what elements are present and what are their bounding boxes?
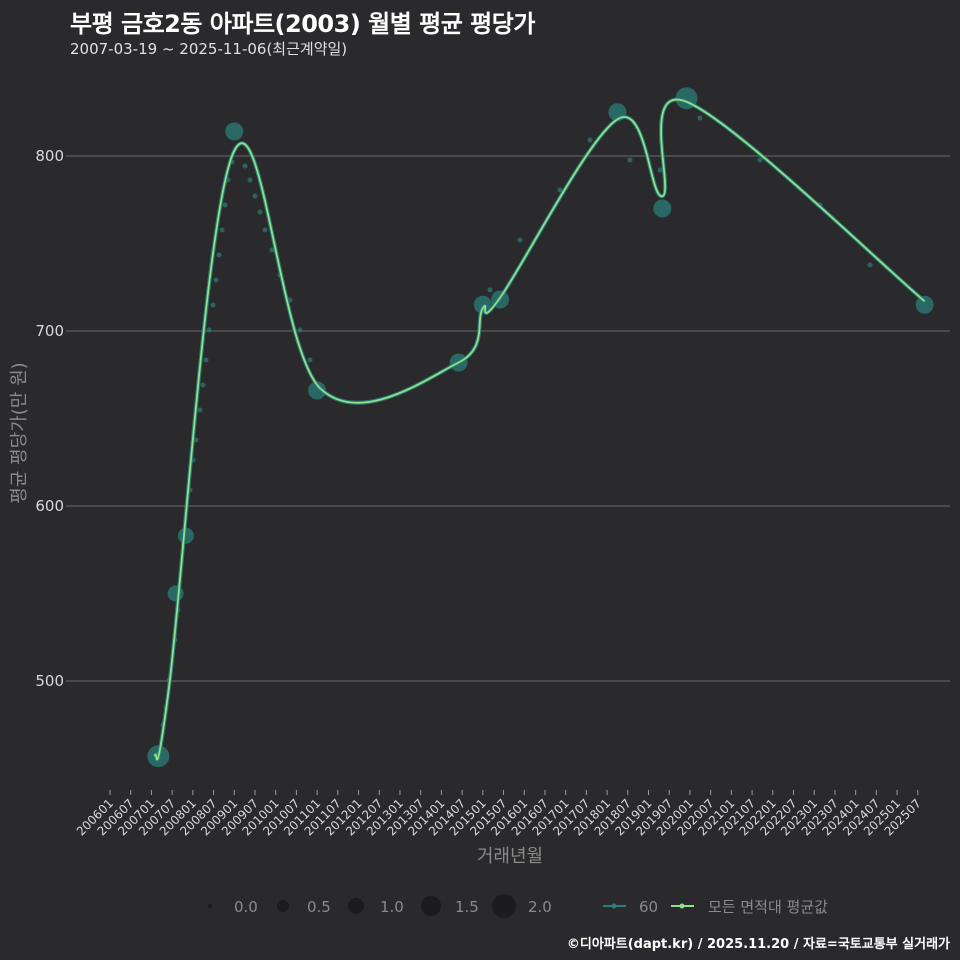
data-point-small (206, 327, 212, 333)
data-point-small (627, 157, 633, 163)
data-point-small (517, 237, 523, 243)
series-60-line (152, 97, 926, 762)
legend-size-circle (208, 904, 212, 908)
legend-size-label: 0.0 (234, 898, 258, 916)
data-point-small (867, 262, 873, 268)
data-point-small (216, 252, 222, 258)
data-point-small (213, 277, 219, 283)
data-point-small (252, 193, 258, 199)
data-point[interactable] (167, 585, 184, 602)
chart-title: 부평 금호2동 아파트(2003) 월별 평균 평당가 (70, 10, 535, 38)
data-point-small (487, 287, 493, 293)
y-tick-label: 700 (35, 322, 64, 340)
data-point-small (219, 227, 225, 233)
legend-series-label: 모든 면적대 평균값 (708, 898, 828, 916)
legend-size-circle (348, 898, 364, 914)
data-point-small (657, 167, 663, 173)
data-point-small (757, 157, 763, 163)
legend-size-label: 1.5 (455, 898, 479, 916)
legend-size-label: 1.0 (380, 898, 404, 916)
data-point-small (203, 357, 209, 363)
data-point-small (587, 137, 593, 143)
data-point-small (197, 407, 203, 413)
legend-size-label: 2.0 (528, 898, 552, 916)
data-point-small (697, 115, 703, 121)
data-point[interactable] (473, 295, 492, 314)
data-point-small (262, 227, 268, 233)
data-point[interactable] (308, 381, 327, 400)
legend-size-circle (421, 896, 441, 916)
data-point[interactable] (915, 295, 934, 314)
data-point-small (269, 247, 275, 253)
footer-credit: ©디아파트(dapt.kr) / 2025.11.20 / 자료=국토교통부 실… (566, 937, 950, 952)
y-tick-label: 800 (35, 147, 64, 165)
legend-size-label: 0.5 (307, 898, 331, 916)
y-tick-label: 600 (35, 497, 64, 515)
data-point-small (247, 177, 253, 183)
legend-size-circle (492, 894, 516, 918)
data-point-small (200, 382, 206, 388)
data-point-small (210, 302, 216, 308)
data-point-small (257, 209, 263, 215)
data-point-small (297, 327, 303, 333)
legend-size-circle (277, 900, 289, 912)
series-all-line (153, 98, 926, 761)
data-point-small (222, 202, 228, 208)
legend: 0.0 0.5 1.0 1.5 2.0 60 모든 면적대 평균값 (208, 894, 828, 918)
y-tick-label: 500 (35, 672, 64, 690)
data-point-small (307, 357, 313, 363)
data-point-small (557, 187, 563, 193)
data-point[interactable] (225, 122, 244, 141)
x-axis-label: 거래년월 (476, 846, 544, 867)
data-point[interactable] (653, 199, 672, 218)
chart-subtitle: 2007-03-19 ~ 2025-11-06(최근계약일) (70, 40, 348, 58)
data-point-small (242, 163, 248, 169)
legend-series-label: 60 (639, 898, 658, 916)
